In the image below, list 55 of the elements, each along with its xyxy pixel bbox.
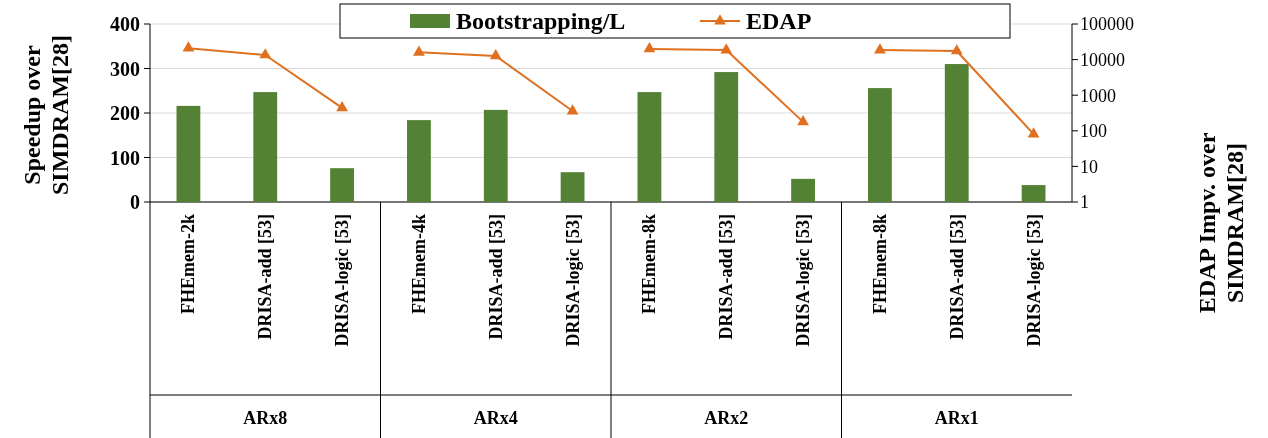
y2-tick-label: 1: [1080, 192, 1089, 213]
bar: [637, 92, 662, 202]
x-tick-label: DRISA-add [53]: [255, 214, 276, 340]
point: [336, 101, 348, 112]
y2-tick-label: 10000: [1080, 49, 1125, 70]
bar: [176, 105, 201, 202]
y2-tick-label: 1000: [1080, 85, 1116, 106]
y-axis-title: Speedup over SIMDRAM[28]: [19, 35, 73, 195]
point: [797, 115, 809, 126]
bar: [330, 168, 354, 202]
y2-tick-label: 100000: [1080, 14, 1134, 35]
bar: [714, 72, 739, 202]
y2-tick-label: 10: [1080, 156, 1098, 177]
bar: [407, 120, 431, 202]
x-tick-label: DRISA-logic [53]: [793, 214, 814, 347]
bar: [560, 172, 585, 202]
x-tick-label: DRISA-add [53]: [946, 214, 967, 340]
point: [1027, 127, 1040, 138]
point: [874, 43, 886, 54]
legend-label: Bootstrapping/L: [456, 8, 626, 35]
point: [413, 45, 425, 56]
y-tick-label: 400: [110, 13, 140, 35]
bar: [483, 109, 508, 202]
text: ARx2: [704, 408, 749, 428]
legend-label: EDAP: [746, 8, 812, 35]
y2-tick-label: 100: [1080, 121, 1107, 142]
point: [489, 49, 502, 60]
text: ARx8: [243, 408, 288, 428]
bar: [791, 178, 815, 202]
point: [182, 41, 195, 52]
bar: [944, 64, 969, 202]
point: [643, 42, 656, 53]
point: [259, 48, 272, 59]
y-tick-label: 200: [110, 102, 140, 124]
y-tick-label: 100: [110, 146, 140, 169]
x-tick-label: DRISA-logic [53]: [332, 214, 353, 347]
x-tick-label: DRISA-logic [53]: [1023, 214, 1044, 347]
x-tick-label: FHEmem-8k: [639, 214, 660, 314]
y-tick-label: 0: [130, 191, 140, 213]
bar: [868, 88, 892, 202]
x-tick-label: DRISA-logic [53]: [562, 214, 583, 347]
point: [950, 44, 963, 55]
bar: [253, 92, 278, 202]
x-tick-label: FHEmem-2k: [178, 214, 199, 314]
x-tick-label: DRISA-add [53]: [485, 214, 506, 340]
x-tick-label: DRISA-add [53]: [716, 214, 737, 340]
point: [566, 104, 579, 115]
text: ARx1: [934, 408, 979, 428]
bar: [1021, 185, 1046, 202]
point: [720, 43, 733, 54]
text: ARx4: [473, 408, 518, 428]
x-tick-label: FHEmem-8k: [869, 214, 890, 314]
x-tick-label: FHEmem-4k: [408, 214, 429, 314]
y-tick-label: 300: [110, 57, 140, 80]
y2-axis-title: EDAP Impv. over SIMDRAM[28]: [1194, 132, 1248, 314]
